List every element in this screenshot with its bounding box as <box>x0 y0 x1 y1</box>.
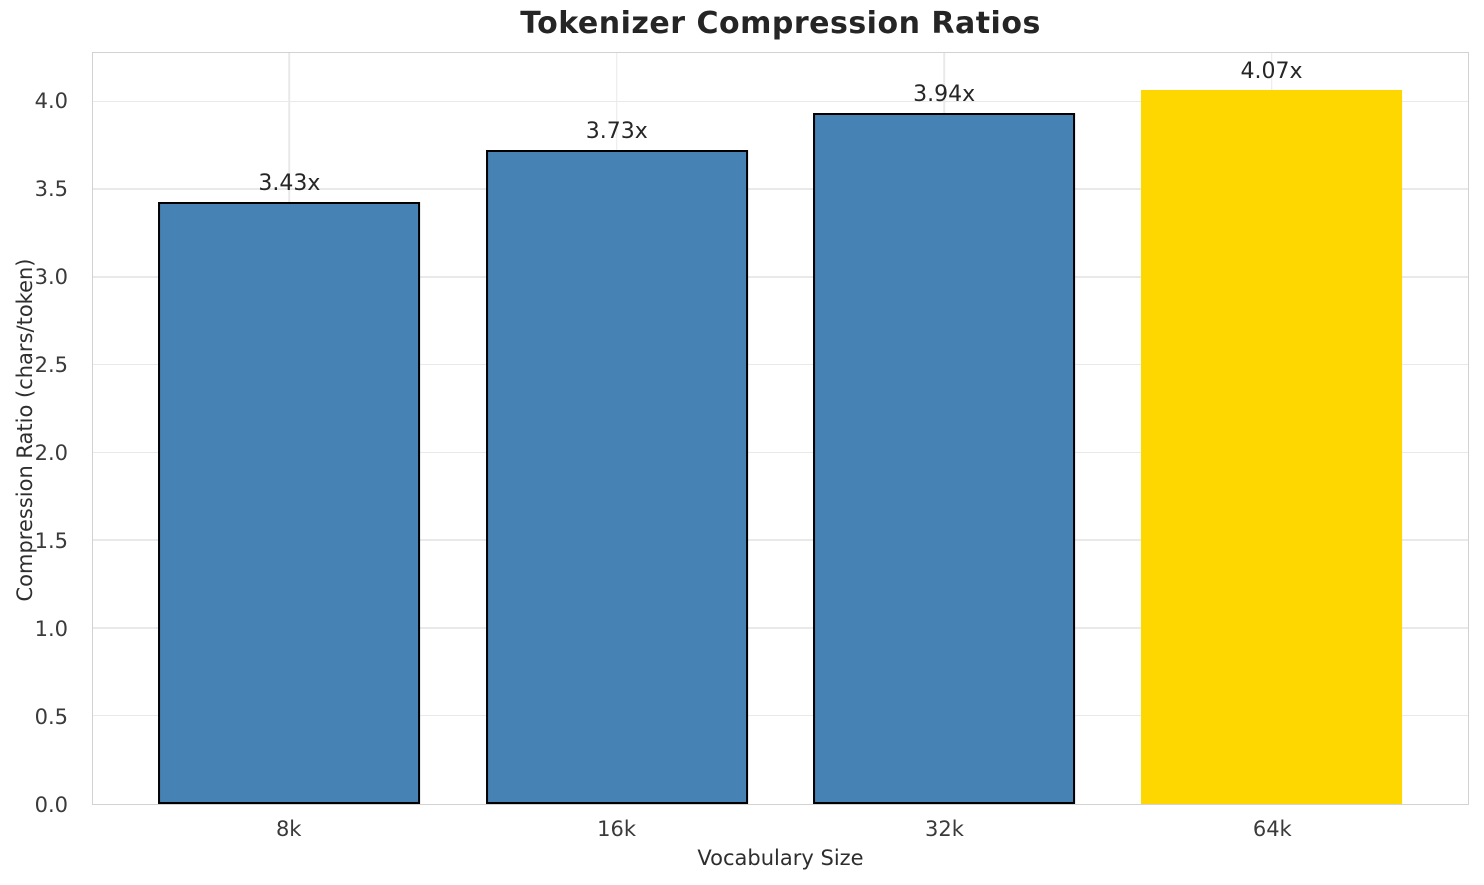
bar-value-label: 4.07x <box>1240 58 1303 84</box>
bar-16k <box>485 149 748 804</box>
h-gridline <box>93 276 1468 278</box>
h-gridline <box>93 627 1468 629</box>
y-tick-label: 1.0 <box>34 617 68 642</box>
h-gridline <box>93 714 1468 717</box>
y-tick-label: 4.0 <box>34 89 68 114</box>
x-tick-labels: 8k 16k 32k 64k <box>92 805 1469 847</box>
x-tick-label: 32k <box>924 817 964 841</box>
chart-title: Tokenizer Compression Ratios <box>520 6 1041 41</box>
h-gridline <box>93 363 1468 366</box>
bar-32k <box>813 112 1076 804</box>
bar-8k <box>158 202 421 804</box>
y-tick-label: 0.0 <box>34 793 68 817</box>
x-axis-label: Vocabulary Size <box>697 846 864 870</box>
y-tick-label: 0.5 <box>34 705 68 730</box>
x-tick-label: 64k <box>1252 817 1292 841</box>
h-gridline <box>93 539 1468 541</box>
h-gridline <box>93 100 1468 103</box>
plot-area: 3.43x 3.73x 3.94x 4.07x <box>92 52 1469 805</box>
x-tick-label: 16k <box>597 817 637 841</box>
y-tick-labels: 0.0 0.5 1.0 1.5 2.0 2.5 3.0 3.5 4.0 <box>0 52 80 817</box>
x-tick-label: 8k <box>275 817 302 841</box>
h-gridline <box>93 188 1468 190</box>
y-tick-label: 3.5 <box>34 177 68 202</box>
y-tick-label: 2.5 <box>34 353 68 378</box>
h-gridline <box>93 451 1468 454</box>
y-tick-label: 3.0 <box>34 265 68 290</box>
bar-value-label: 3.94x <box>913 81 976 107</box>
bar-64k <box>1140 89 1403 804</box>
y-tick-label: 1.5 <box>34 529 68 554</box>
bar-value-label: 3.43x <box>258 171 321 197</box>
y-tick-label: 2.0 <box>34 441 68 466</box>
bar-value-label: 3.73x <box>585 118 648 144</box>
